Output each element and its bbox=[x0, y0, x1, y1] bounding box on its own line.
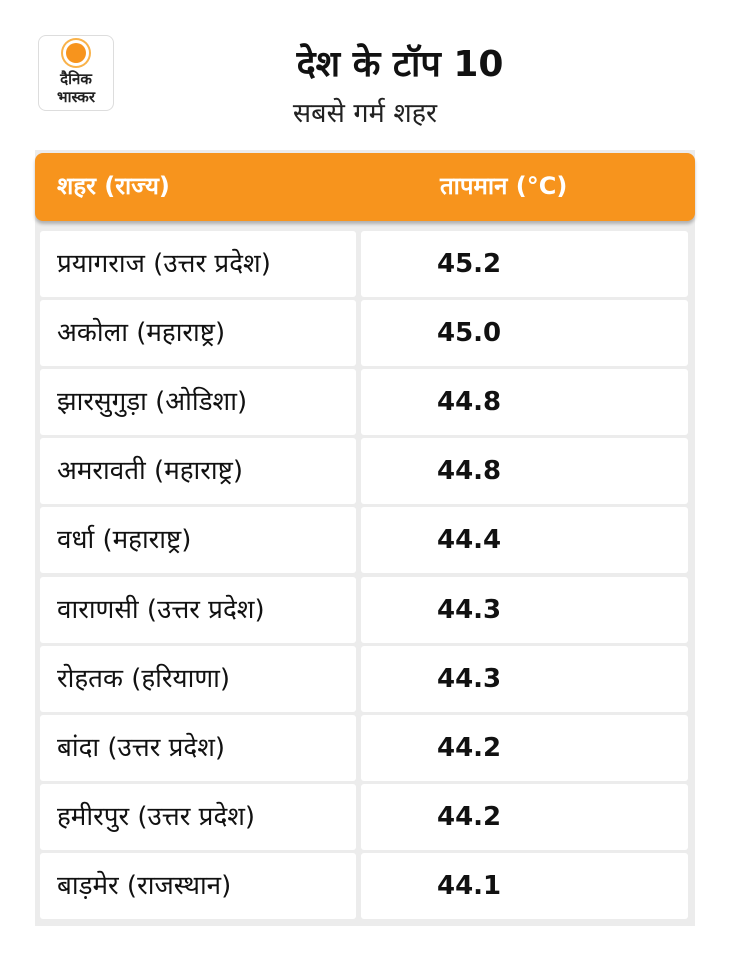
column-header: तापमान (°C) bbox=[440, 172, 568, 200]
logo-text: भास्कर bbox=[57, 88, 95, 106]
column-header: शहर (राज्य) bbox=[57, 172, 170, 200]
city-cell: झारसुगुड़ा (ओडिशा) bbox=[40, 369, 356, 436]
city-cell: अमरावती (महाराष्ट्र) bbox=[40, 438, 356, 505]
temperature-cell: 44.4 bbox=[361, 507, 688, 574]
subtitle: सबसे गर्म शहर bbox=[292, 98, 438, 129]
temperature-cell: 44.3 bbox=[361, 645, 688, 712]
city-cell: वर्धा (महाराष्ट्र) bbox=[40, 507, 356, 574]
city-cell: बांदा (उत्तर प्रदेश) bbox=[40, 714, 356, 781]
logo-sun bbox=[66, 43, 86, 63]
table-header: शहर (राज्य) तापमान (°C) bbox=[35, 153, 695, 221]
temperature-cell: 44.8 bbox=[361, 369, 688, 436]
city-cell: अकोला (महाराष्ट्र) bbox=[40, 300, 356, 367]
logo: दैनिक भास्कर bbox=[38, 35, 114, 111]
city-cell: प्रयागराज (उत्तर प्रदेश) bbox=[40, 231, 356, 297]
temperature-cell: 44.3 bbox=[361, 576, 688, 643]
temperature-cell: 44.2 bbox=[361, 783, 688, 850]
temperature-cell: 44.8 bbox=[361, 438, 688, 505]
temperature-cell: 45.2 bbox=[361, 231, 688, 297]
city-cell: बाड़मेर (राजस्थान) bbox=[40, 852, 356, 919]
temperature-cell: 44.1 bbox=[361, 852, 688, 919]
temperature-cell: 45.0 bbox=[361, 300, 688, 367]
temperature-cell: 44.2 bbox=[361, 714, 688, 781]
logo-text: दैनिक bbox=[60, 70, 92, 88]
city-cell: हमीरपुर (उत्तर प्रदेश) bbox=[40, 783, 356, 850]
city-cell: वाराणसी (उत्तर प्रदेश) bbox=[40, 576, 356, 643]
city-cell: रोहतक (हरियाणा) bbox=[40, 645, 356, 712]
title: देश के टॉप 10 bbox=[296, 44, 504, 85]
